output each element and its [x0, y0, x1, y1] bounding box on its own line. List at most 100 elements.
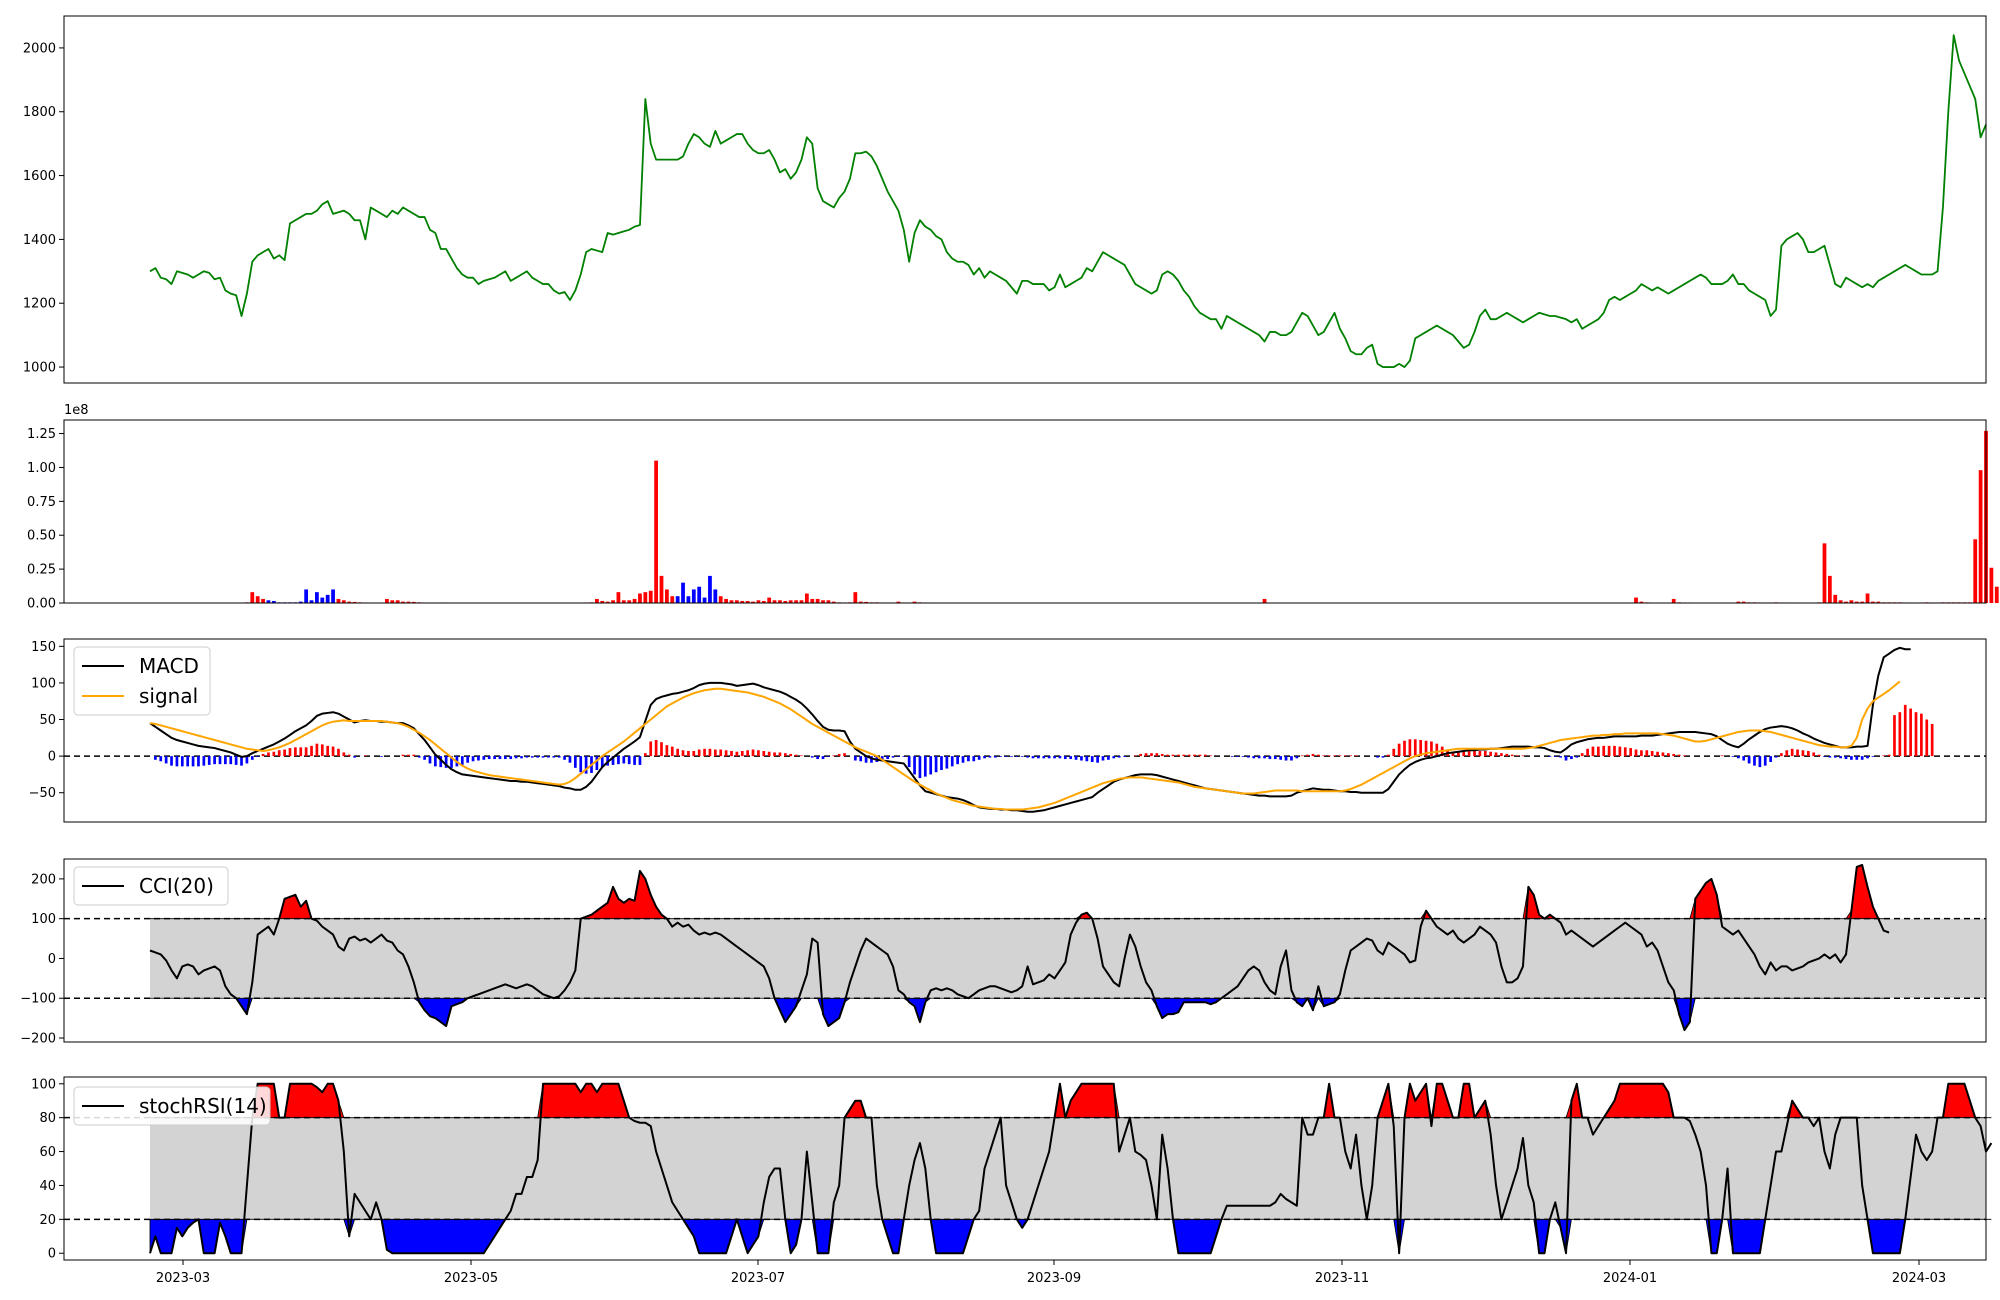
macd-hist-bar — [633, 756, 636, 765]
cci-line — [149, 863, 1890, 1032]
macd-hist-bar — [1257, 756, 1261, 759]
volume-bar — [1973, 539, 1978, 603]
macd-hist-bar — [1117, 756, 1121, 758]
macd-hist-bar — [821, 756, 825, 760]
macd-hist-bar — [1171, 754, 1175, 757]
macd-hist-bar — [504, 756, 507, 760]
macd-hist-bar — [1004, 756, 1008, 757]
volume-bar — [1865, 593, 1870, 603]
macd-hist-bar — [1866, 756, 1869, 759]
macd-hist-bar — [1920, 713, 1923, 757]
macd-hist-bar — [929, 756, 933, 775]
macd-hist-bar — [1413, 739, 1417, 757]
volume-bar — [799, 600, 804, 603]
volume-bar — [336, 598, 341, 603]
macd-hist-bar — [1300, 755, 1304, 757]
macd-hist-bar — [660, 742, 663, 757]
date-tick-label: 2023-07 — [731, 1271, 785, 1286]
volume-bar — [1822, 543, 1827, 603]
macd-hist-bar — [1666, 753, 1670, 757]
macd-hist-bar — [1473, 751, 1476, 757]
volume-bar — [821, 600, 825, 603]
macd-hist-bar — [724, 750, 728, 757]
macd-panel: −50 0 50 100 150 MACD signal — [29, 638, 1987, 823]
macd-hist-bar — [1408, 739, 1412, 757]
macd-hist-bar — [1801, 750, 1805, 757]
volume-bar — [401, 601, 405, 603]
volume-bar — [1634, 597, 1638, 603]
price-ytick-label: 1800 — [23, 105, 56, 120]
macd-hist-bar — [552, 756, 556, 758]
macd-hist-bar — [1182, 754, 1186, 757]
volume-bar — [697, 586, 702, 603]
volume-bar — [1736, 601, 1741, 603]
cci-legend: CCI(20) — [73, 866, 229, 906]
date-tick-label: 2024-03 — [1892, 1271, 1946, 1286]
volume-bar — [411, 601, 416, 603]
macd-hist-bar — [1058, 756, 1062, 759]
stochrsi-ytick-label: 60 — [39, 1145, 56, 1160]
macd-hist-bar — [1101, 756, 1105, 761]
macd-hist-bar — [347, 754, 351, 757]
volume-bar — [648, 590, 653, 603]
macd-hist-bar — [1419, 740, 1423, 757]
macd-hist-bar — [401, 754, 405, 757]
macd-hist-bar — [170, 756, 173, 766]
volume-ytick-label: 0.75 — [27, 495, 56, 510]
macd-hist-bar — [159, 756, 163, 762]
macd-hist-bar — [1279, 756, 1283, 760]
macd-hist-bar — [1160, 753, 1164, 757]
macd-hist-bar — [1683, 755, 1686, 757]
macd-ytick-label: 0 — [48, 750, 56, 765]
volume-bar — [804, 593, 809, 603]
macd-hist-bar — [1871, 756, 1875, 757]
stochrsi-ytick-label: 20 — [39, 1213, 56, 1228]
volume-bar — [643, 592, 648, 603]
macd-hist-bar — [1462, 751, 1466, 757]
macd-hist-bar — [649, 741, 653, 757]
macd-hist-bar — [1209, 755, 1213, 757]
macd-hist-bar — [557, 756, 561, 758]
volume-bar — [654, 460, 658, 603]
macd-hist-bar — [1435, 743, 1439, 757]
volume-bar — [751, 601, 755, 603]
macd-hist-bar — [1553, 756, 1557, 757]
volume-bar — [1827, 575, 1832, 603]
volume-bar — [621, 600, 626, 603]
macd-hist-bar — [337, 748, 340, 757]
macd-hist-bar — [1790, 748, 1794, 757]
volume-bar — [347, 601, 352, 603]
cci-yticks: −200 −100 0 100 200 — [20, 872, 64, 1047]
volume-bar — [713, 589, 718, 603]
macd-hist-bar — [1650, 751, 1654, 757]
macd-legend: MACD signal — [73, 646, 211, 716]
macd-hist-bar — [1322, 755, 1326, 757]
macd-ytick-label: 50 — [39, 713, 56, 728]
volume-yticks: 0.00 0.25 0.50 0.75 1.00 1.25 — [27, 427, 64, 612]
macd-hist-bar — [1133, 755, 1137, 757]
volume-ytick-label: 1.00 — [27, 461, 56, 476]
macd-hist-bar — [256, 756, 260, 757]
volume-bar — [756, 600, 761, 603]
macd-hist-bar — [191, 756, 195, 767]
volume-bar — [1844, 601, 1848, 603]
macd-hist-bar — [250, 756, 254, 760]
volume-bar — [831, 601, 836, 603]
macd-hist-bar — [816, 756, 819, 760]
volume-bar — [1262, 598, 1267, 603]
macd-hist-bar — [665, 745, 669, 757]
macd-hist-bar — [277, 750, 281, 757]
macd-hist-bar — [923, 756, 927, 777]
macd-hist-bar — [1909, 708, 1912, 757]
macd-hist-bar — [1085, 756, 1089, 762]
volume-bar — [702, 597, 707, 603]
macd-hist-bar — [681, 750, 685, 757]
macd-hist-bar — [1150, 753, 1153, 757]
volume-plot-frame — [63, 419, 1987, 604]
macd-hist-bar — [1031, 756, 1035, 759]
macd-hist-bar — [299, 747, 303, 757]
macd-hist-bar — [579, 756, 583, 773]
macd-hist-bar — [202, 756, 206, 766]
macd-hist-bar — [1139, 753, 1143, 757]
macd-hist-bar — [482, 756, 486, 760]
